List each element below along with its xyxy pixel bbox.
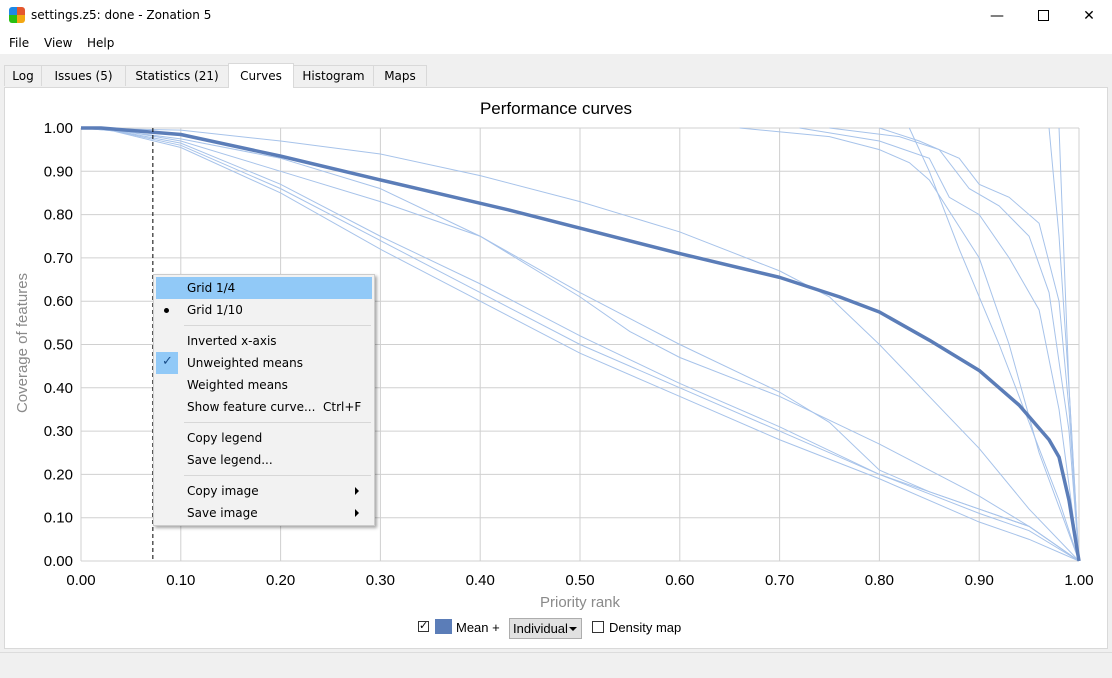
feature-curve: [80, 127, 1080, 562]
feature-curve: [879, 127, 1080, 562]
y-tick-label: 0.20: [44, 466, 73, 483]
menu-file[interactable]: File: [9, 36, 30, 50]
menu-item-save-image[interactable]: Save image: [154, 502, 374, 524]
density-map-label: Density map: [609, 620, 682, 635]
feature-curve: [80, 127, 1080, 562]
x-tick-label: 1.00: [1064, 572, 1093, 589]
feature-curve: [80, 127, 1080, 562]
y-tick-label: 0.40: [44, 380, 73, 397]
mean-label: Mean +: [456, 620, 500, 635]
checkmark-icon: ✓: [156, 352, 178, 374]
x-tick-label: 0.60: [665, 572, 694, 589]
density-map-checkbox[interactable]: [592, 621, 604, 633]
x-tick-label: 0.70: [765, 572, 794, 589]
close-button[interactable]: ✕: [1066, 0, 1112, 31]
maximize-button[interactable]: [1020, 0, 1066, 31]
tab-curves[interactable]: Curves: [228, 63, 294, 88]
y-axis-label: Coverage of features: [14, 273, 31, 413]
curve-mode-select[interactable]: Individual: [509, 618, 582, 639]
mean-color-swatch: [435, 619, 452, 634]
y-tick-label: 0.50: [44, 337, 73, 354]
title-bar: settings.z5: done - Zonation 5 — ✕: [0, 0, 1112, 32]
feature-curve: [829, 127, 1080, 562]
feature-curve: [81, 127, 1080, 562]
app-logo-icon: [9, 7, 25, 23]
menu-bar: File View Help: [0, 32, 1112, 54]
feature-curve: [908, 127, 1080, 562]
curve-mode-value: Individual: [513, 621, 568, 636]
legend-bar: ✓ Mean + Individual Density map: [0, 617, 1112, 641]
x-tick-label: 0.00: [66, 572, 95, 589]
submenu-arrow-icon: [355, 509, 359, 517]
menu-item-copy-image[interactable]: Copy image: [154, 480, 374, 502]
y-tick-label: 1.00: [44, 120, 73, 137]
check-icon: ✓: [419, 619, 429, 632]
tab-statistics[interactable]: Statistics (21): [125, 65, 229, 86]
tab-issues[interactable]: Issues (5): [41, 65, 126, 86]
mean-curve: [81, 126, 1081, 562]
minimize-icon: —: [990, 7, 1004, 24]
x-tick-label: 0.80: [865, 572, 894, 589]
x-tick-label: 0.40: [466, 572, 495, 589]
tab-log[interactable]: Log: [4, 65, 42, 86]
close-icon: ✕: [1083, 7, 1095, 24]
x-tick-label: 0.20: [266, 572, 295, 589]
menu-item-save-legend[interactable]: Save legend...: [187, 453, 273, 467]
menu-view[interactable]: View: [44, 36, 73, 50]
menu-help[interactable]: Help: [87, 36, 115, 50]
x-tick-label: 0.90: [965, 572, 994, 589]
status-bar: [0, 652, 1112, 678]
shortcut-text: Ctrl+F: [323, 400, 362, 414]
y-tick-label: 0.60: [44, 293, 73, 310]
dropdown-arrow-icon: [569, 627, 577, 631]
chart-title: Performance curves: [479, 99, 633, 118]
menu-item-copy-legend[interactable]: Copy legend: [187, 431, 263, 445]
feature-curve: [1058, 127, 1080, 562]
feature-curve: [81, 127, 1080, 562]
x-axis-label: Priority rank: [540, 594, 621, 611]
submenu-arrow-icon: [355, 487, 359, 495]
x-tick-label: 0.50: [565, 572, 594, 589]
mean-checkbox[interactable]: ✓: [418, 619, 429, 632]
x-tick-label: 0.30: [366, 572, 395, 589]
menu-item-show-feature-curve[interactable]: Show feature curve... Ctrl+F: [187, 400, 362, 414]
menu-item-unweighted-means[interactable]: ✓ Unweighted means: [154, 352, 374, 374]
y-tick-label: 0.90: [44, 163, 73, 180]
feature-curve: [799, 127, 1080, 562]
menu-item-grid-quarter[interactable]: Grid 1/4: [156, 277, 372, 299]
y-tick-label: 0.80: [44, 207, 73, 224]
y-tick-label: 0.70: [44, 250, 73, 267]
radio-dot-icon: [164, 308, 169, 313]
tab-maps[interactable]: Maps: [373, 65, 427, 86]
y-tick-label: 0.10: [44, 510, 73, 527]
x-tick-label: 0.10: [166, 572, 195, 589]
menu-item-grid-tenth[interactable]: Grid 1/10: [154, 299, 374, 321]
y-tick-label: 0.30: [44, 423, 73, 440]
minimize-button[interactable]: —: [974, 0, 1020, 31]
maximize-icon: [1037, 10, 1049, 21]
menu-item-inverted-x-axis[interactable]: Inverted x-axis: [187, 334, 277, 348]
window-title: settings.z5: done - Zonation 5: [31, 8, 212, 22]
menu-item-weighted-means[interactable]: Weighted means: [187, 378, 288, 392]
y-tick-label: 0.00: [44, 553, 73, 570]
context-menu: Grid 1/4 Grid 1/10 Inverted x-axis ✓ Unw…: [153, 274, 375, 526]
